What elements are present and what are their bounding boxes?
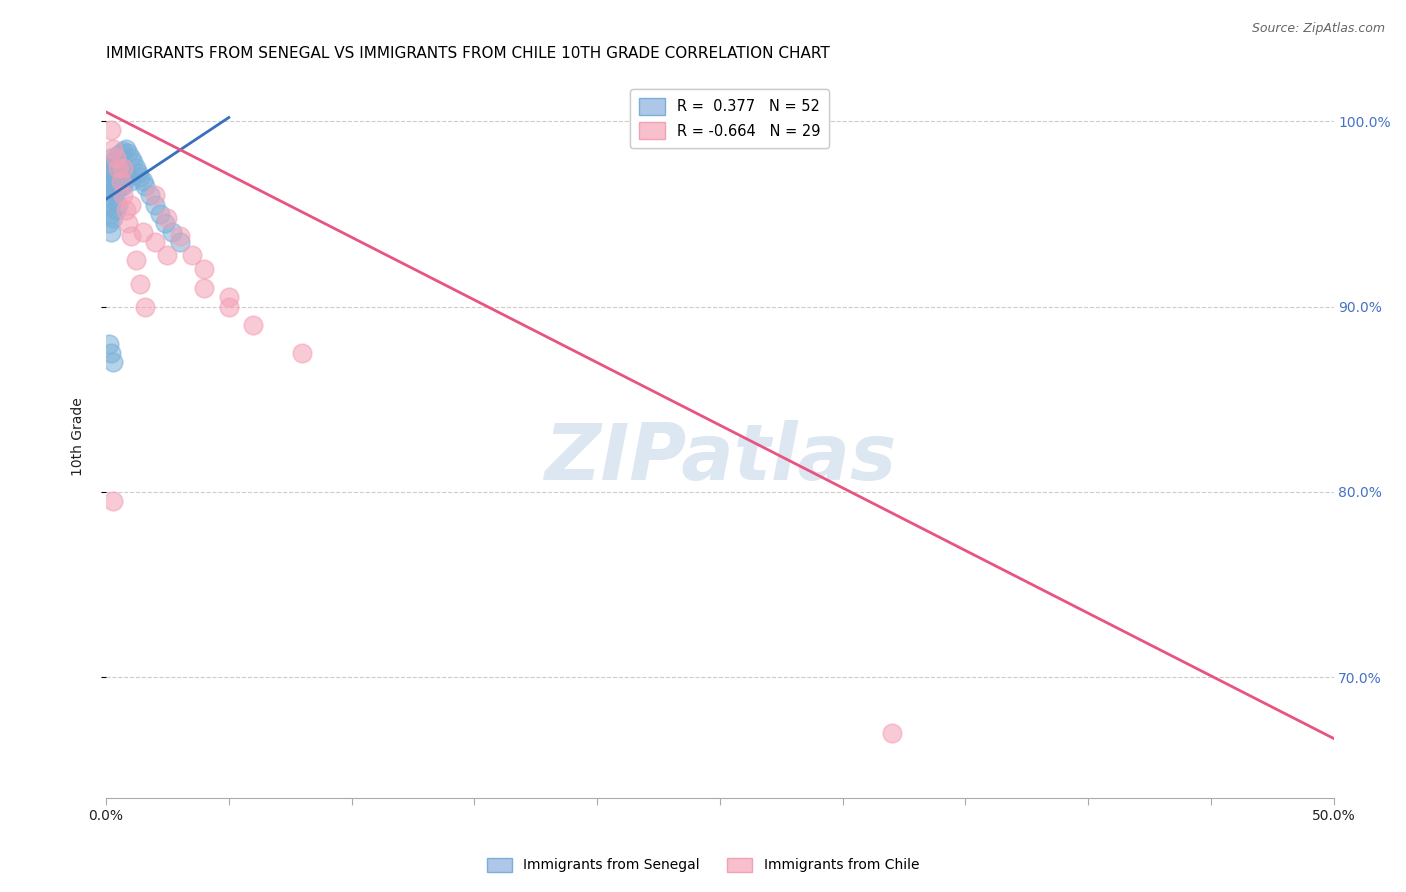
Text: Source: ZipAtlas.com: Source: ZipAtlas.com: [1251, 22, 1385, 36]
Point: [100, 207, 122, 221]
Point: [97, 169, 120, 184]
Point: [100, 185, 122, 199]
Point: [100, 151, 122, 165]
Point: [103, 155, 125, 169]
Point: [127, 166, 149, 180]
Point: [143, 188, 166, 202]
Point: [169, 235, 191, 249]
Y-axis label: 10th Grade: 10th Grade: [72, 397, 86, 475]
Point: [880, 726, 903, 740]
Point: [124, 161, 146, 175]
Legend: R =  0.377   N = 52, R = -0.664   N = 29: R = 0.377 N = 52, R = -0.664 N = 29: [630, 89, 830, 148]
Point: [169, 229, 191, 244]
Point: [107, 173, 129, 187]
Point: [132, 226, 155, 240]
Point: [100, 346, 122, 360]
Point: [104, 151, 127, 165]
Point: [103, 211, 125, 225]
Point: [97, 216, 120, 230]
Point: [124, 253, 146, 268]
Point: [134, 179, 156, 194]
Point: [103, 192, 125, 206]
Legend: Immigrants from Senegal, Immigrants from Chile: Immigrants from Senegal, Immigrants from…: [481, 852, 925, 878]
Point: [97, 336, 120, 351]
Point: [156, 211, 179, 225]
Point: [103, 179, 125, 194]
Point: [104, 169, 127, 184]
Point: [112, 144, 135, 158]
Point: [143, 235, 166, 249]
Point: [110, 145, 132, 160]
Point: [97, 188, 120, 202]
Point: [104, 203, 127, 218]
Point: [112, 161, 135, 175]
Point: [103, 166, 125, 180]
Point: [107, 161, 129, 175]
Point: [181, 247, 204, 261]
Point: [129, 169, 152, 184]
Point: [122, 155, 145, 169]
Point: [100, 161, 122, 175]
Point: [114, 142, 136, 156]
Point: [120, 173, 142, 187]
Point: [100, 173, 122, 187]
Point: [242, 318, 264, 332]
Point: [134, 300, 156, 314]
Text: IMMIGRANTS FROM SENEGAL VS IMMIGRANTS FROM CHILE 10TH GRADE CORRELATION CHART: IMMIGRANTS FROM SENEGAL VS IMMIGRANTS FR…: [105, 46, 830, 62]
Point: [156, 247, 179, 261]
Point: [153, 216, 176, 230]
Point: [97, 161, 120, 175]
Point: [107, 161, 129, 175]
Point: [149, 207, 172, 221]
Point: [117, 169, 139, 184]
Point: [107, 147, 129, 161]
Point: [103, 142, 125, 156]
Point: [97, 197, 120, 211]
Point: [120, 151, 142, 165]
Point: [218, 300, 240, 314]
Point: [117, 216, 139, 230]
Point: [100, 123, 122, 137]
Point: [110, 173, 132, 187]
Point: [114, 203, 136, 218]
Point: [100, 226, 122, 240]
Point: [107, 197, 129, 211]
Point: [112, 161, 135, 175]
Point: [114, 166, 136, 180]
Point: [143, 197, 166, 211]
Point: [120, 229, 142, 244]
Point: [103, 355, 125, 369]
Point: [129, 277, 152, 292]
Point: [120, 197, 142, 211]
Point: [218, 290, 240, 304]
Point: [117, 145, 139, 160]
Point: [112, 188, 135, 202]
Point: [132, 173, 155, 187]
Point: [110, 159, 132, 173]
Point: [291, 346, 314, 360]
Point: [193, 262, 215, 277]
Point: [97, 179, 120, 194]
Point: [162, 226, 184, 240]
Point: [103, 494, 125, 508]
Text: ZIPatlas: ZIPatlas: [544, 420, 896, 496]
Point: [193, 281, 215, 295]
Point: [104, 185, 127, 199]
Point: [139, 188, 162, 202]
Point: [112, 179, 135, 194]
Point: [110, 179, 132, 194]
Point: [104, 151, 127, 165]
